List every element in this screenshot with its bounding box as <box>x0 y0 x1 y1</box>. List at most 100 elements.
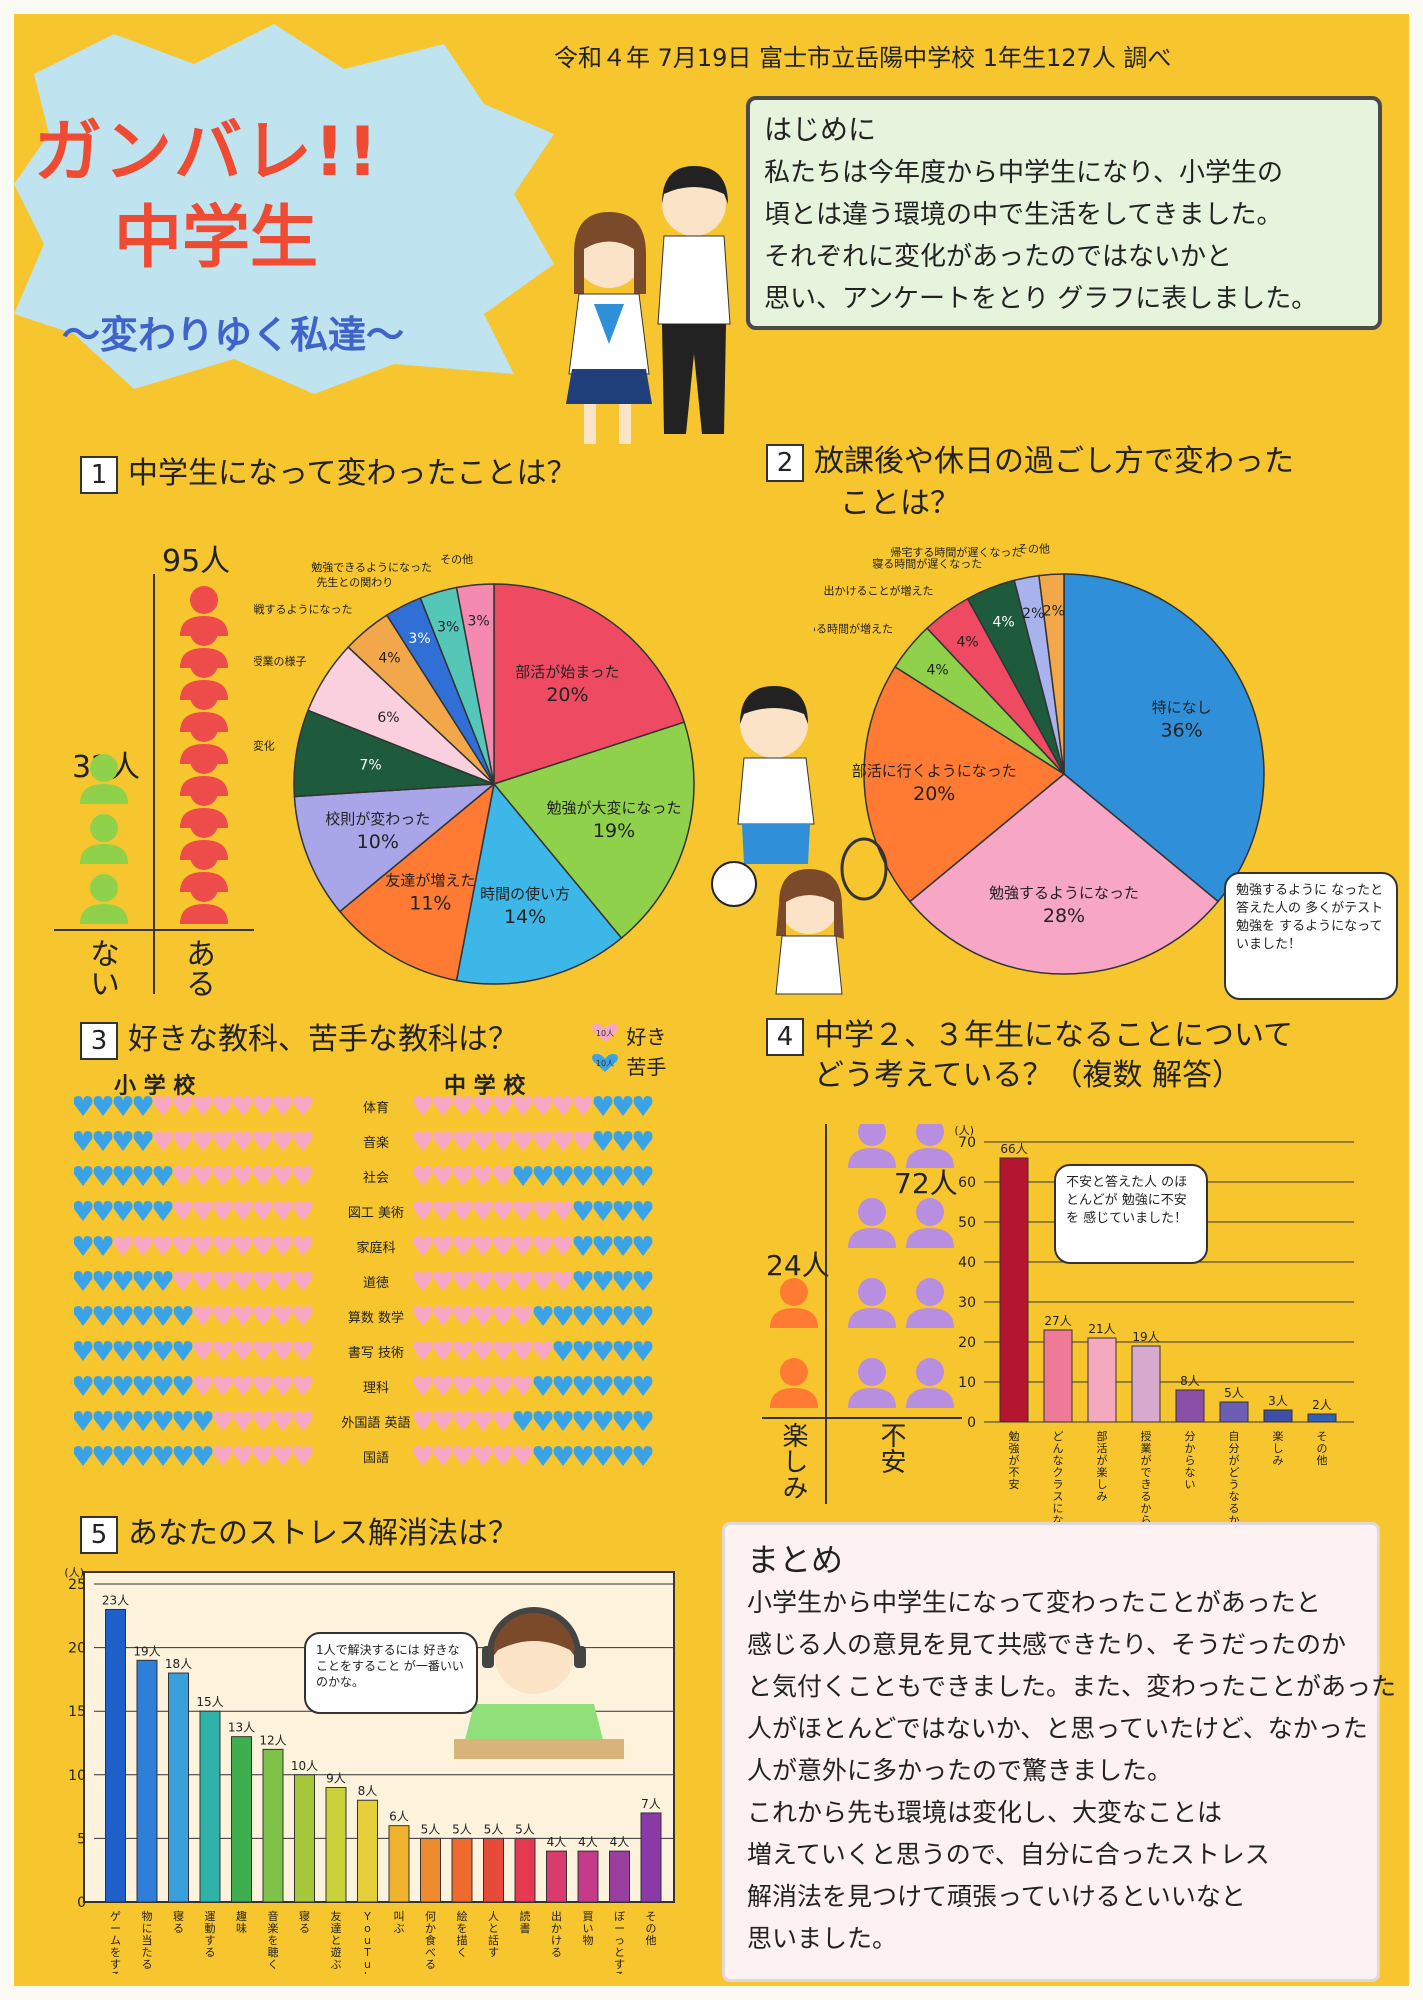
heart-icon <box>453 1271 473 1291</box>
heart-icon <box>633 1201 653 1221</box>
q3-title: 3 好きな教科、苦手な教科は？ <box>80 1020 518 1060</box>
heart-icon <box>413 1201 433 1221</box>
heart-icon <box>533 1376 553 1396</box>
bar-value-label: 15人 <box>196 1695 223 1709</box>
summary-line: 思いました。 <box>747 1924 898 1953</box>
x-tick-label: 楽しみ <box>1273 1430 1284 1467</box>
q3-legend-like-label: 好き <box>626 1025 667 1049</box>
bar-value-label: 27人 <box>1044 1314 1071 1328</box>
heart-icon <box>133 1446 153 1466</box>
y-tick-label: 15 <box>68 1704 86 1720</box>
subject-label: 図工 美術 <box>348 1206 404 1221</box>
heart-icon <box>113 1341 133 1361</box>
pie-slice-label: 部活に行くようになった <box>852 762 1017 780</box>
heart-icon <box>573 1166 593 1186</box>
heart-icon <box>113 1236 133 1256</box>
heart-icon <box>253 1376 273 1396</box>
bar-value-label: 4人 <box>610 1835 630 1849</box>
heart-icon <box>533 1306 553 1326</box>
heart-icon <box>453 1306 473 1326</box>
q2-bubble: 勉強するように なったと答えた人の 多くがテスト勉強を するようになって いまし… <box>1224 872 1398 1000</box>
heart-icon <box>293 1376 313 1396</box>
heart-icon <box>573 1376 593 1396</box>
heart-icon <box>453 1376 473 1396</box>
bar-value-label: 5人 <box>484 1822 504 1836</box>
pie-slice-value: 7% <box>359 757 381 773</box>
pie-slice-label: 寝る時間が遅くなった <box>872 557 982 571</box>
heart-icon <box>74 1201 93 1221</box>
heart-icon <box>133 1411 153 1431</box>
heart-icon <box>213 1131 233 1151</box>
heart-icon <box>293 1166 313 1186</box>
heart-icon: 10人 <box>592 1024 618 1042</box>
heart-icon <box>453 1446 473 1466</box>
heart-icon <box>413 1131 433 1151</box>
heart-icon <box>133 1376 153 1396</box>
pie-slice-value: 3% <box>467 614 489 630</box>
heart-icon <box>273 1166 293 1186</box>
x-tick-label: 読書 <box>520 1909 531 1935</box>
y-unit-label: (人) <box>64 1566 84 1579</box>
y-tick-label: 10 <box>68 1768 86 1784</box>
heart-icon <box>613 1096 633 1116</box>
x-tick-label: 音楽を聴く <box>268 1909 279 1971</box>
poster: 令和４年 7月19日 富士市立岳陽中学校 1年生127人 調べ ガンバレ!! 中… <box>14 14 1409 1986</box>
heart-icon <box>273 1411 293 1431</box>
q5-title: 5 あなたのストレス解消法は？ <box>80 1514 518 1554</box>
heart-icon <box>573 1411 593 1431</box>
heart-icon <box>153 1446 173 1466</box>
heart-icon <box>113 1166 133 1186</box>
pie-slice-value: 3% <box>408 631 430 647</box>
heart-icon <box>473 1166 493 1186</box>
heart-icon <box>233 1341 253 1361</box>
heart-icon <box>74 1411 93 1431</box>
heart-icon <box>453 1131 473 1151</box>
heart-icon <box>153 1166 173 1186</box>
heart-icon <box>253 1271 273 1291</box>
bar-value-label: 9人 <box>326 1772 346 1786</box>
person-nai-icon <box>80 814 128 864</box>
heart-icon <box>613 1201 633 1221</box>
heart-icon <box>113 1411 133 1431</box>
heart-icon <box>433 1306 453 1326</box>
heart-icon <box>473 1236 493 1256</box>
heart-icon <box>453 1236 473 1256</box>
heart-icon <box>93 1306 113 1326</box>
bar <box>231 1736 252 1903</box>
pie-slice <box>1038 573 1065 775</box>
person-aru-icon <box>180 586 228 636</box>
heart-icon <box>593 1306 613 1326</box>
bar <box>999 1157 1029 1423</box>
summary-line: 増えていくと思うので、自分に合ったストレス <box>747 1840 1270 1869</box>
heart-icon <box>293 1306 313 1326</box>
heart-icon <box>293 1271 313 1291</box>
y-tick-label: 30 <box>958 1295 976 1311</box>
heart-icon <box>173 1446 193 1466</box>
x-tick-label: 物に当たる <box>142 1909 153 1971</box>
x-tick-label: どんなクラスになるのか <box>1053 1430 1064 1522</box>
heart-icon <box>413 1271 433 1291</box>
heart-icon <box>493 1446 513 1466</box>
heart-icon <box>133 1306 153 1326</box>
q1-number: 1 <box>80 455 118 494</box>
heart-icon <box>513 1096 533 1116</box>
q1-label-nai: ない <box>84 938 119 998</box>
heart-icon <box>193 1306 213 1326</box>
bar-value-label: 6人 <box>389 1810 409 1824</box>
pie-slice-label: 勉強できるようになった <box>311 560 432 574</box>
heart-icon <box>173 1201 193 1221</box>
intro-line: それぞれに変化があったのではないかと <box>764 242 1233 272</box>
heart-icon <box>293 1341 313 1361</box>
heart-icon <box>493 1411 513 1431</box>
heart-icon <box>93 1376 113 1396</box>
heart-icon <box>513 1376 533 1396</box>
heart-icon <box>74 1131 93 1151</box>
person-fuan-icon <box>906 1124 954 1168</box>
heart-icon <box>233 1271 253 1291</box>
summary-line: これから先も環境は変化し、大変なことは <box>747 1798 1223 1827</box>
heart-icon <box>173 1271 193 1291</box>
pie-slice-label: 授業の様子 <box>254 654 307 668</box>
subject-label: 国語 <box>363 1450 389 1466</box>
summary-line: 人が意外に多かったので驚きました。 <box>747 1756 1173 1785</box>
